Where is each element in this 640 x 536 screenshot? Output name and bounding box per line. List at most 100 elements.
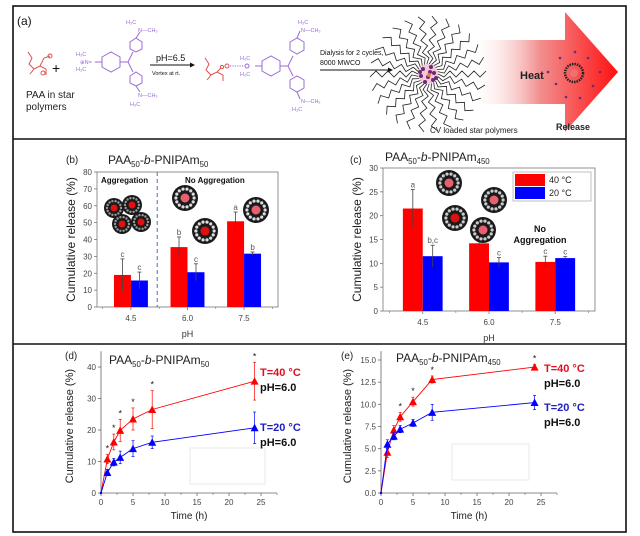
x-axis-label: Time (h) <box>451 511 488 522</box>
dye-particle <box>431 78 435 82</box>
arrow1-bottom-label: Vortex at rt. <box>152 71 181 77</box>
polymer-arm <box>382 36 421 68</box>
legend-40c-ph: pH=6.0 <box>260 382 296 394</box>
micelle-dot <box>256 199 260 203</box>
micelle-dot <box>451 225 455 229</box>
y-tick-label: 2.5 <box>365 467 377 476</box>
micelle-dot <box>111 200 114 203</box>
micelle-dot <box>461 220 465 224</box>
y-axis-label: Cumulative release (%) <box>350 177 364 302</box>
micelle-dot <box>459 209 463 213</box>
polymer-arm <box>437 75 486 90</box>
polymer-arm <box>433 82 464 121</box>
chart-e: (e) PAA50-b-PNIPAm4500.02.55.07.510.012.5… <box>341 351 585 522</box>
micelle-dot <box>438 181 442 185</box>
y-tick-label: 15 <box>369 236 378 245</box>
micelle-core <box>110 204 118 212</box>
micelle-dot <box>445 172 449 176</box>
polymer-arm <box>437 56 484 74</box>
micelle-core <box>180 193 190 203</box>
micelle-dot <box>475 221 479 225</box>
dispersed-micelle <box>442 205 468 231</box>
legend-20c: T=20 °C <box>260 422 301 434</box>
micelle-dot <box>441 174 445 178</box>
micelle-dot <box>212 229 216 233</box>
micelle-dot <box>135 209 138 212</box>
y-tick-label: 30 <box>369 164 378 173</box>
y-tick-label: 0.0 <box>365 489 377 498</box>
chart-title: PAA50-b-PNIPAm450 <box>396 351 501 367</box>
series-line-40c <box>100 380 255 494</box>
micelle-core <box>200 226 210 236</box>
micelle-core <box>128 201 136 209</box>
micelle-dot <box>195 225 199 229</box>
title-part: 50 <box>408 157 417 166</box>
bar-40c <box>170 247 188 307</box>
title-part: 50 <box>201 360 210 369</box>
micelle-dot <box>146 223 149 227</box>
micelle-dot <box>445 220 449 224</box>
dispersed-micelle <box>436 170 462 196</box>
polymer-arm <box>431 18 450 65</box>
micelle-dot <box>108 201 111 204</box>
significance-star: * <box>106 443 110 453</box>
y-axis-label: Cumulative release (%) <box>342 369 354 483</box>
micelle-dot <box>117 201 120 204</box>
title-part: - <box>417 150 421 164</box>
data-point-triangle <box>389 432 398 440</box>
title-part: PAA <box>396 351 419 365</box>
micelle-dot <box>119 203 122 207</box>
micelle-core <box>450 213 460 223</box>
title-part: -PNIPAm <box>439 351 488 365</box>
micelle-dot <box>177 189 181 193</box>
dispersed-micelle <box>192 218 218 244</box>
micelle-dot <box>189 203 193 207</box>
micelle-dot <box>211 233 215 237</box>
micelle-dot <box>114 213 117 216</box>
data-point-triangle <box>409 418 417 427</box>
polymer-arm <box>395 81 423 124</box>
chart-title: PAA50-b-PNIPAm450 <box>385 150 490 166</box>
released-dye-dot <box>564 95 568 99</box>
data-point-triangle <box>103 454 112 463</box>
x-tick-label: 20 <box>505 498 514 507</box>
micelle-dot <box>141 227 144 230</box>
complex-h3c-bottom: H₃C <box>292 107 302 113</box>
polymer-arm <box>435 80 474 112</box>
panel-d-label: (d) <box>65 351 77 362</box>
data-point-triangle <box>250 377 259 385</box>
significance-letter: a <box>411 180 416 189</box>
y-tick-label: 7.5 <box>365 423 377 432</box>
released-dye-dot <box>586 56 590 60</box>
micelle-dot <box>181 205 185 209</box>
no-aggregation-label: No <box>534 224 546 234</box>
title-part: -PNIPAm <box>151 153 200 167</box>
micelle-dot <box>105 206 109 210</box>
micelle-dot <box>256 217 260 221</box>
micelle-dot <box>472 228 476 232</box>
legend-20c: T=20 °C <box>544 402 585 414</box>
x-tick-label: 4.5 <box>417 318 429 327</box>
dialysis-arrow-head <box>388 67 393 73</box>
bar-40c <box>469 243 489 311</box>
micelle-dot <box>453 174 457 178</box>
polymer-arm <box>436 44 479 70</box>
micelle-dot <box>201 238 205 242</box>
micelle-dot <box>124 200 127 204</box>
y-tick-label: 0 <box>374 307 379 316</box>
title-part: 450 <box>488 358 502 367</box>
dye-particle <box>419 74 423 78</box>
data-point-origin <box>379 491 383 495</box>
legend-label: 40 °C <box>549 175 572 185</box>
micelle-dot <box>490 228 494 232</box>
significance-letter: c <box>497 249 501 258</box>
cv-n-left: ⊕N= <box>80 60 92 66</box>
title-part: 50 <box>132 360 141 369</box>
micelle-dot <box>125 217 128 220</box>
polymer-arm <box>377 78 420 104</box>
bar-40c <box>402 208 423 311</box>
micelle-core <box>478 225 488 235</box>
micelle-dot <box>455 177 459 181</box>
